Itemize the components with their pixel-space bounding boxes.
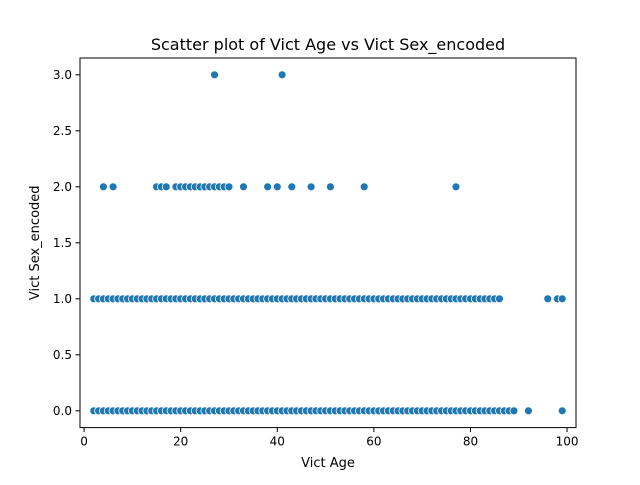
data-point (543, 294, 553, 304)
data-point (272, 182, 282, 192)
y-axis: 0.0 0.5 1.0 1.5 2.0 2.5 3.0 (53, 68, 80, 418)
y-tick-label: 1.5 (53, 236, 72, 250)
data-point (326, 182, 335, 192)
y-tick-label: 2.0 (53, 180, 72, 194)
y-tick-label: 1.0 (53, 292, 72, 306)
data-point (277, 70, 287, 80)
chart-title: Scatter plot of Vict Age vs Vict Sex_enc… (151, 35, 505, 55)
data-point (359, 182, 369, 192)
x-axis: 0 20 40 60 80 100 (80, 427, 579, 449)
x-tick-label: 60 (366, 435, 381, 449)
data-point (239, 182, 248, 192)
data-point (287, 182, 297, 192)
x-tick-label: 20 (173, 435, 188, 449)
data-point (306, 182, 316, 192)
x-tick-label: 100 (556, 435, 579, 449)
data-point (451, 182, 461, 192)
data-point (161, 182, 171, 192)
x-tick-label: 80 (463, 435, 478, 449)
data-point (263, 182, 273, 192)
data-point (495, 294, 504, 304)
data-point (509, 406, 519, 416)
y-tick-label: 0.0 (53, 404, 72, 418)
data-point (557, 294, 567, 304)
y-tick-label: 0.5 (53, 348, 72, 362)
x-tick-label: 40 (270, 435, 285, 449)
y-tick-label: 3.0 (53, 68, 72, 82)
points-layer (89, 70, 567, 416)
data-point (210, 70, 219, 80)
data-point (557, 406, 567, 416)
y-tick-label: 2.5 (53, 124, 72, 138)
data-point (99, 182, 108, 192)
data-point (108, 182, 118, 192)
x-tick-label: 0 (80, 435, 88, 449)
x-axis-label: Vict Age (301, 456, 355, 471)
data-point (524, 406, 533, 416)
plot-frame (79, 57, 577, 429)
data-point (224, 182, 234, 192)
y-axis-label: Vict Sex_encoded (28, 185, 43, 300)
